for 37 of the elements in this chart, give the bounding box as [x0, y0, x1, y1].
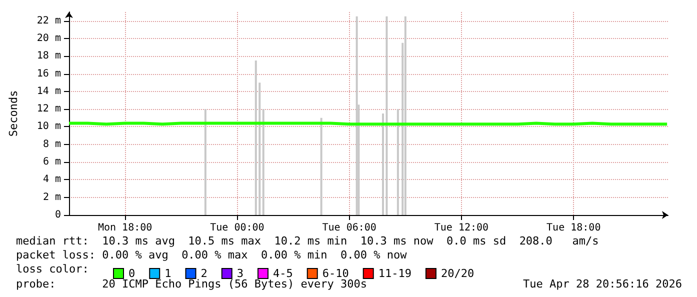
y-tick-label: 22 m — [36, 15, 61, 26]
legend-label: 20/20 — [440, 267, 474, 280]
bar — [204, 109, 206, 215]
y-tick-label: 18 m — [36, 50, 61, 62]
bar — [396, 109, 399, 215]
x-tick-label: Tue 18:00 — [546, 222, 601, 234]
legend-label: 6-10 — [322, 267, 349, 280]
y-tick-label: 0 — [54, 210, 61, 220]
legend-label: 0 — [128, 267, 136, 280]
y-axis-title: Seconds — [7, 90, 20, 137]
text: median rtt: 10.3 ms avg 10.5 ms max 10.2 ms min 10.3 ms now 0.0 ms sd 208.0 am/s — [16, 234, 599, 248]
y-tick-label: 4 m — [42, 174, 61, 186]
y-tick-label: 14 m — [36, 86, 61, 97]
text: Tue Apr 28 20:56:16 2026 — [523, 278, 682, 290]
x-tick-label: Tue 00:00 — [210, 222, 264, 234]
legend-label: 11-19 — [378, 267, 412, 280]
bar — [404, 16, 406, 215]
bar — [262, 109, 264, 215]
x-tick-label: Tue 12:00 — [434, 222, 489, 234]
text: probe: 20 ICMP Echo Pings (56 Bytes) every 300s — [16, 278, 367, 290]
text: packet loss: 0.00 % avg 0.00 % max 0.00 % min 0.00 % now — [16, 248, 408, 262]
y-tick-label: 12 m — [36, 104, 61, 115]
x-tick-label: Tue 06:00 — [322, 222, 376, 234]
y-tick-label: 10 m — [36, 121, 61, 132]
legend-label: 2 — [200, 267, 208, 280]
legend-label: 3 — [236, 267, 244, 280]
bar — [386, 16, 388, 215]
y-tick-label: 20 m — [36, 32, 61, 44]
y-tick-label: 16 m — [36, 68, 61, 80]
x-tick-label: Mon 18:00 — [98, 222, 152, 234]
bar — [320, 118, 322, 215]
y-tick-label: 6 m — [42, 156, 61, 168]
legend-title: loss color: — [16, 262, 89, 276]
legend-label: 4-5 — [272, 267, 293, 280]
y-tick-label: 2 m — [42, 192, 61, 203]
y-tick-label: 8 m — [42, 138, 61, 150]
legend-label: 1 — [164, 267, 172, 280]
